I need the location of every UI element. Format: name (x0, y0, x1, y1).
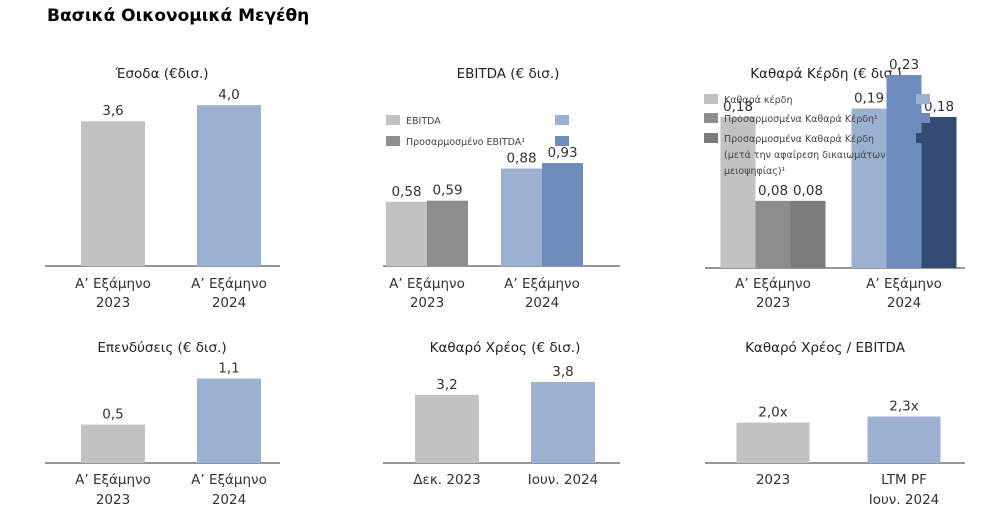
net_profit-value-label-0-1: 0,08 (758, 183, 788, 199)
net_profit-value-label-0-2: 0,08 (793, 183, 823, 199)
net_debt_ebitda-value-label-0-0: 2,0x (758, 405, 787, 421)
investments-title: Επενδύσεις (€ δισ.) (97, 340, 226, 356)
revenue-category-label-0-0: Α’ Εξάμηνο (75, 276, 151, 292)
net_profit-legend-label-2-0: Προσαρμοσμένα Καθαρά Κέρδη (724, 134, 874, 145)
net_profit-value-label-1-2: 0,18 (924, 99, 954, 115)
revenue-bar-1-0 (197, 105, 261, 266)
net_profit-category-label-1-1: 2024 (887, 295, 921, 311)
net_profit-bar-1-0 (851, 108, 887, 269)
ebitda-category-label-0-1: 2023 (410, 295, 444, 311)
net_profit-legend-swatch-2024-1 (916, 113, 930, 123)
investments-value-label-0-0: 0,5 (102, 407, 123, 423)
ebitda-legend-swatch-2023-1 (386, 136, 400, 146)
net_profit-category-label-0-1: 2023 (756, 295, 790, 311)
net_debt_ebitda-title: Καθαρό Χρέος / EBITDA (745, 340, 906, 356)
revenue-category-label-1-0: Α’ Εξάμηνο (191, 276, 267, 292)
ebitda-bar-1-0 (501, 168, 542, 266)
net_debt-bar-0-0 (415, 394, 479, 463)
net_debt_ebitda-bar-0-0 (736, 422, 810, 463)
ebitda-title: EBITDA (€ δισ.) (457, 66, 560, 82)
net_debt-category-label-0-0: Δεκ. 2023 (413, 472, 480, 488)
ebitda-bar-0-1 (427, 200, 468, 266)
revenue-value-label-1-0: 4,0 (218, 87, 239, 103)
net_profit-category-label-1-0: Α’ Εξάμηνο (866, 276, 942, 292)
net_profit-legend-label-2-2: μειοψηφίας)¹ (724, 166, 786, 177)
net_profit-bar-0-1 (755, 200, 791, 268)
net_profit-legend-swatch-2024-0 (916, 94, 930, 104)
revenue-value-label-0-0: 3,6 (102, 103, 123, 119)
net_profit-legend-swatch-2023-2 (704, 133, 718, 143)
net_profit-bar-0-0 (720, 116, 756, 268)
net_profit-legend-swatch-2024-2 (916, 133, 930, 143)
net_profit-value-label-1-1: 0,23 (889, 57, 919, 73)
ebitda-legend-label-1-0: Προσαρμοσμένο EBITDA¹ (406, 137, 525, 148)
revenue-category-label-1-1: 2024 (212, 295, 246, 311)
net_debt_ebitda-bar-1-0 (867, 416, 941, 463)
investments-category-label-0-0: Α’ Εξάμηνο (75, 472, 151, 488)
investments-bar-0-0 (81, 424, 145, 463)
ebitda-value-label-0-1: 0,59 (432, 183, 462, 199)
net_debt_ebitda-category-label-1-0: LTM PF (881, 472, 927, 488)
net_debt_ebitda-value-label-1-0: 2,3x (889, 399, 918, 415)
net_profit-value-label-0-0: 0,18 (723, 99, 753, 115)
net_profit-legend-swatch-2023-1 (704, 113, 718, 123)
net_debt-value-label-1-0: 3,8 (552, 364, 573, 380)
revenue-category-label-0-1: 2023 (96, 295, 130, 311)
net_profit-bar-1-1 (886, 74, 922, 268)
net_debt-category-label-1-0: Ιουν. 2024 (528, 472, 599, 488)
revenue-title: Έσοδα (€δισ.) (114, 66, 208, 82)
net_profit-category-label-0-0: Α’ Εξάμηνο (735, 276, 811, 292)
ebitda-legend-label-0-0: EBITDA (406, 116, 441, 127)
investments-value-label-1-0: 1,1 (218, 361, 239, 377)
net_profit-legend-label-1-0: Προσαρμοσμένα Καθαρά Κέρδη¹ (724, 114, 878, 125)
ebitda-legend-swatch-2024-0 (555, 115, 569, 125)
net_profit-legend-label-0-0: Καθαρά κέρδη (724, 95, 792, 106)
ebitda-value-label-0-0: 0,58 (391, 184, 421, 200)
net_debt_ebitda-category-label-1-1: Ιουν. 2024 (869, 492, 940, 508)
ebitda-category-label-1-0: Α’ Εξάμηνο (504, 276, 580, 292)
net_profit-legend-swatch-2023-0 (704, 94, 718, 104)
ebitda-bar-1-1 (542, 163, 583, 266)
ebitda-bar-0-0 (386, 201, 427, 266)
ebitda-value-label-1-1: 0,93 (547, 145, 577, 161)
net_profit-legend-label-2-1: (μετά την αφαίρεση δικαιωμάτων (724, 150, 886, 161)
net_profit-value-label-1-0: 0,19 (854, 91, 884, 107)
net_debt-value-label-0-0: 3,2 (436, 377, 457, 393)
net_debt-bar-1-0 (531, 382, 595, 463)
revenue-bar-0-0 (81, 121, 145, 266)
ebitda-category-label-0-0: Α’ Εξάμηνο (389, 276, 465, 292)
ebitda-legend-swatch-2024-1 (555, 136, 569, 146)
net_profit-title: Καθαρά Κέρδη (€ δισ.) (750, 66, 902, 82)
ebitda-category-label-1-1: 2024 (525, 295, 559, 311)
investments-category-label-1-1: 2024 (212, 492, 246, 508)
investments-category-label-1-0: Α’ Εξάμηνο (191, 472, 267, 488)
net_debt_ebitda-category-label-0-0: 2023 (756, 472, 790, 488)
investments-category-label-0-1: 2023 (96, 492, 130, 508)
ebitda-legend-swatch-2023-0 (386, 115, 400, 125)
net_debt-title: Καθαρό Χρέος (€ δισ.) (430, 340, 581, 356)
page-title: Βασικά Οικονομικά Μεγέθη (47, 6, 310, 26)
investments-bar-1-0 (197, 378, 261, 463)
net_profit-bar-0-2 (790, 200, 826, 268)
ebitda-value-label-1-0: 0,88 (506, 151, 536, 167)
